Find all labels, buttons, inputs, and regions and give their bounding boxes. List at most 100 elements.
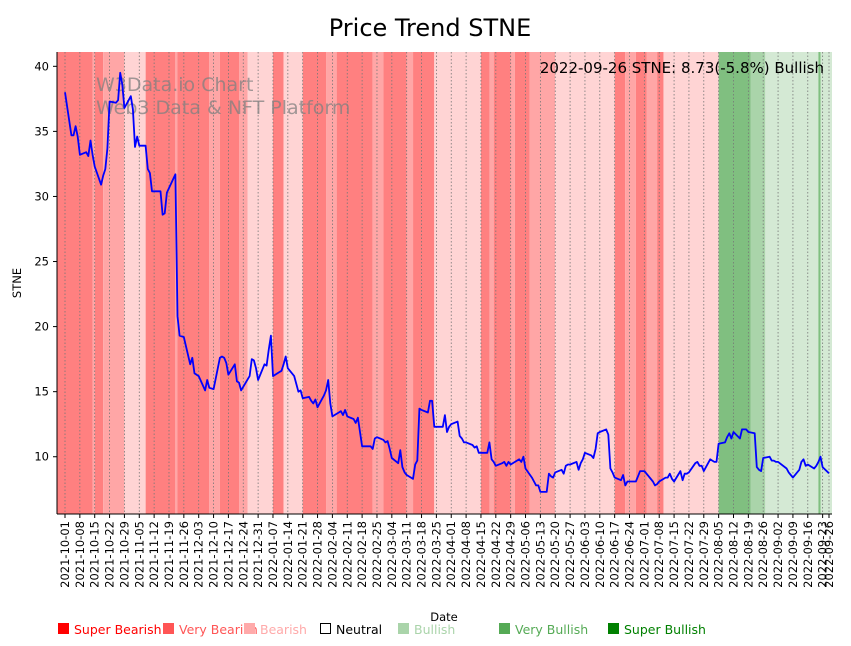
legend-swatch bbox=[244, 623, 255, 634]
x-tick-label: 2022-07-29 bbox=[697, 521, 711, 588]
band-light-bullish bbox=[820, 52, 832, 514]
y-tick-label: 30 bbox=[34, 189, 49, 203]
band-very-bearish bbox=[514, 52, 530, 514]
band-light-bearish bbox=[247, 52, 273, 514]
legend-item: Neutral bbox=[320, 622, 382, 637]
band-bearish bbox=[103, 52, 125, 514]
x-tick-label: 2022-09-09 bbox=[786, 521, 800, 588]
band-bearish bbox=[625, 52, 636, 514]
x-tick-label: 2021-10-08 bbox=[73, 521, 87, 588]
legend-swatch bbox=[163, 623, 174, 634]
legend-item: Super Bullish bbox=[608, 622, 706, 637]
legend-item: Bullish bbox=[398, 622, 455, 637]
chart-title: Price Trend STNE bbox=[329, 14, 532, 42]
band-bearish bbox=[529, 52, 556, 514]
x-tick-label: 2021-10-01 bbox=[58, 521, 72, 588]
x-tick-label: 2021-12-03 bbox=[192, 521, 206, 588]
legend-label: Super Bullish bbox=[624, 622, 706, 637]
x-tick-label: 2021-12-10 bbox=[207, 521, 221, 588]
x-tick-label: 2022-03-11 bbox=[400, 521, 414, 588]
legend-item: Very Bearish bbox=[163, 622, 258, 637]
x-tick-label: 2021-10-15 bbox=[88, 521, 102, 588]
x-tick-label: 2022-04-01 bbox=[444, 521, 458, 588]
x-tick-label: 2022-05-27 bbox=[563, 521, 577, 588]
band-bearish bbox=[646, 52, 658, 514]
x-tick-label: 2022-09-16 bbox=[801, 521, 815, 588]
band-very-bearish bbox=[336, 52, 373, 514]
band-bearish bbox=[209, 52, 220, 514]
watermark-line-2: Web3 Data & NFT Platform bbox=[96, 97, 350, 119]
x-tick-label: 2022-01-21 bbox=[296, 521, 310, 588]
watermark-line-1: W3Data.io Chart bbox=[96, 74, 253, 96]
y-tick-label: 15 bbox=[34, 385, 49, 399]
x-tick-label: 2021-12-24 bbox=[236, 521, 250, 588]
band-very-bearish bbox=[657, 52, 664, 514]
x-axis-label: Date bbox=[430, 610, 458, 624]
x-tick-label: 2021-10-22 bbox=[103, 521, 117, 588]
watermark: W3Data.io Chart Web3 Data & NFT Platform bbox=[96, 74, 350, 119]
x-tick-label: 2022-07-08 bbox=[652, 521, 666, 588]
band-very-bearish bbox=[383, 52, 407, 514]
x-tick-label: 2022-09-02 bbox=[771, 521, 785, 588]
band-bearish bbox=[372, 52, 384, 514]
x-tick-label: 2022-07-15 bbox=[667, 521, 681, 588]
band-very-bearish bbox=[493, 52, 511, 514]
x-tick-label: 2022-05-13 bbox=[533, 521, 547, 588]
x-tick-label: 2022-03-04 bbox=[385, 521, 399, 588]
band-very-bearish bbox=[57, 52, 93, 514]
band-bearish bbox=[406, 52, 414, 514]
x-tick-label: 2022-07-22 bbox=[682, 521, 696, 588]
x-tick-label: 2021-10-29 bbox=[117, 521, 131, 588]
x-tick-label: 2022-01-14 bbox=[281, 521, 295, 588]
band-bearish bbox=[92, 52, 95, 514]
x-tick-label: 2021-11-26 bbox=[177, 521, 191, 588]
band-very-bearish bbox=[480, 52, 490, 514]
legend-item: Bearish bbox=[244, 622, 307, 637]
band-very-bearish bbox=[94, 52, 104, 514]
band-light-bearish bbox=[283, 52, 303, 514]
band-very-bearish bbox=[614, 52, 626, 514]
band-very-bearish bbox=[413, 52, 435, 514]
x-tick-label: 2022-09-23 bbox=[816, 521, 830, 588]
x-tick-label: 2022-03-18 bbox=[415, 521, 429, 588]
axes bbox=[56, 52, 832, 515]
legend-label: Very Bullish bbox=[515, 622, 588, 637]
price-series bbox=[64, 71, 830, 493]
band-very-bearish bbox=[272, 52, 284, 514]
legend-item: Super Bearish bbox=[58, 622, 162, 637]
legend-label: Super Bearish bbox=[74, 622, 162, 637]
y-tick-label: 10 bbox=[34, 450, 49, 464]
band-light-bearish bbox=[434, 52, 481, 514]
x-tick-label: 2022-06-10 bbox=[593, 521, 607, 588]
x-tick-label: 2022-05-06 bbox=[519, 521, 533, 588]
x-tick-label: 2021-12-17 bbox=[221, 521, 235, 588]
x-tick-label: 2022-04-08 bbox=[459, 521, 473, 588]
x-tick-label: 2021-12-31 bbox=[251, 521, 265, 588]
x-tick-label: 2022-04-15 bbox=[474, 521, 488, 588]
x-tick-label: 2022-04-29 bbox=[504, 521, 518, 588]
legend-label: Bearish bbox=[260, 622, 307, 637]
x-tick-label: 2022-08-12 bbox=[727, 521, 741, 588]
x-tick-label: 2022-01-07 bbox=[266, 521, 280, 588]
legend-label: Very Bearish bbox=[179, 622, 258, 637]
legend-item: Very Bullish bbox=[499, 622, 588, 637]
x-tick-label: 2022-04-22 bbox=[489, 521, 503, 588]
band-very-bullish bbox=[718, 52, 751, 514]
x-tick-label: 2022-09-26 bbox=[822, 521, 836, 588]
x-gridlines bbox=[64, 52, 830, 514]
band-very-bearish bbox=[302, 52, 327, 514]
band-very-bearish bbox=[635, 52, 647, 514]
y-ticks: 10 15 20 25 30 35 40 bbox=[34, 59, 57, 464]
x-tick-label: 2022-05-20 bbox=[548, 521, 562, 588]
x-tick-label: 2022-02-11 bbox=[340, 521, 354, 588]
y-tick-label: 35 bbox=[34, 124, 49, 138]
legend: Super Bearish Very Bearish Bearish Neutral B… bbox=[58, 622, 706, 637]
y-tick-label: 20 bbox=[34, 320, 49, 334]
y-tick-label: 25 bbox=[34, 255, 49, 269]
latest-price-annotation: 2022-09-26 STNE: 8.73(-5.8%) Bullish bbox=[540, 59, 824, 77]
x-tick-label: 2022-03-25 bbox=[429, 521, 443, 588]
y-tick-label: 40 bbox=[34, 59, 49, 73]
x-tick-label: 2022-01-28 bbox=[311, 521, 325, 588]
x-tick-label: 2022-06-24 bbox=[623, 521, 637, 588]
